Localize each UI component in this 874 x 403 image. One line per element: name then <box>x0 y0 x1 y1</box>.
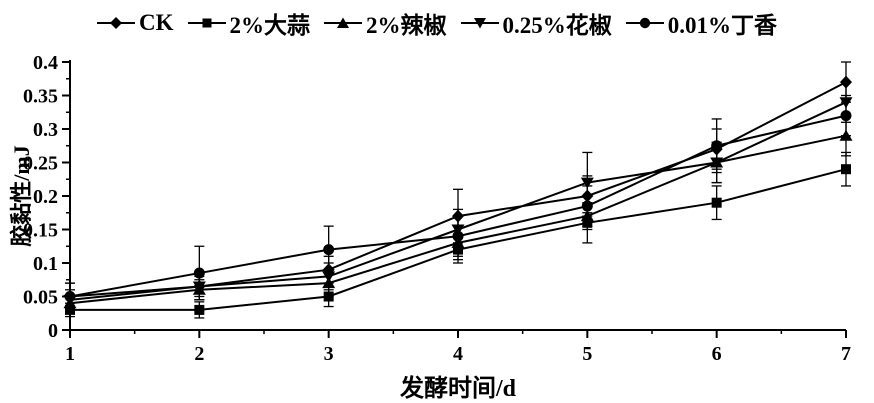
chart-legend: CK 2%大蒜 2%辣椒 0.25%花椒 <box>0 6 874 40</box>
legend-label-chili: 2%辣椒 <box>366 13 447 38</box>
legend-label-pepper: 0.25%花椒 <box>502 13 612 38</box>
legend-label-clove: 0.01%丁香 <box>667 13 777 38</box>
svg-text:0.15: 0.15 <box>23 220 58 242</box>
y-axis-label: 胶黏性/mJ <box>9 145 34 247</box>
triangle-up-marker-icon <box>324 17 362 28</box>
circle-marker-icon <box>625 17 664 29</box>
svg-text:0.05: 0.05 <box>23 287 58 309</box>
square-marker-icon <box>187 18 226 28</box>
svg-text:0.3: 0.3 <box>33 119 58 141</box>
legend-item-pepper: 0.25%花椒 <box>460 6 612 40</box>
svg-text:7: 7 <box>841 343 851 365</box>
svg-text:0: 0 <box>48 320 58 342</box>
svg-text:5: 5 <box>582 343 592 365</box>
svg-text:0.4: 0.4 <box>33 52 58 74</box>
svg-text:2: 2 <box>194 343 204 365</box>
legend-item-ck: CK <box>97 10 174 36</box>
legend-label-garlic: 2%大蒜 <box>229 13 311 38</box>
diamond-marker-icon <box>97 17 135 29</box>
x-axis-label: 发酵时间/d <box>399 376 517 402</box>
svg-text:0.2: 0.2 <box>33 186 58 208</box>
legend-item-garlic: 2%大蒜 <box>187 6 311 40</box>
legend-item-clove: 0.01%丁香 <box>625 6 777 40</box>
svg-text:6: 6 <box>712 343 722 365</box>
svg-text:0.35: 0.35 <box>23 86 58 108</box>
triangle-down-marker-icon <box>460 18 499 29</box>
legend-item-chili: 2%辣椒 <box>324 6 447 40</box>
svg-text:3: 3 <box>324 343 334 365</box>
svg-text:0.25: 0.25 <box>23 153 58 175</box>
svg-text:0.1: 0.1 <box>33 253 58 275</box>
svg-text:1: 1 <box>65 343 75 365</box>
svg-text:4: 4 <box>453 343 463 365</box>
legend-label-ck: CK <box>139 10 174 35</box>
